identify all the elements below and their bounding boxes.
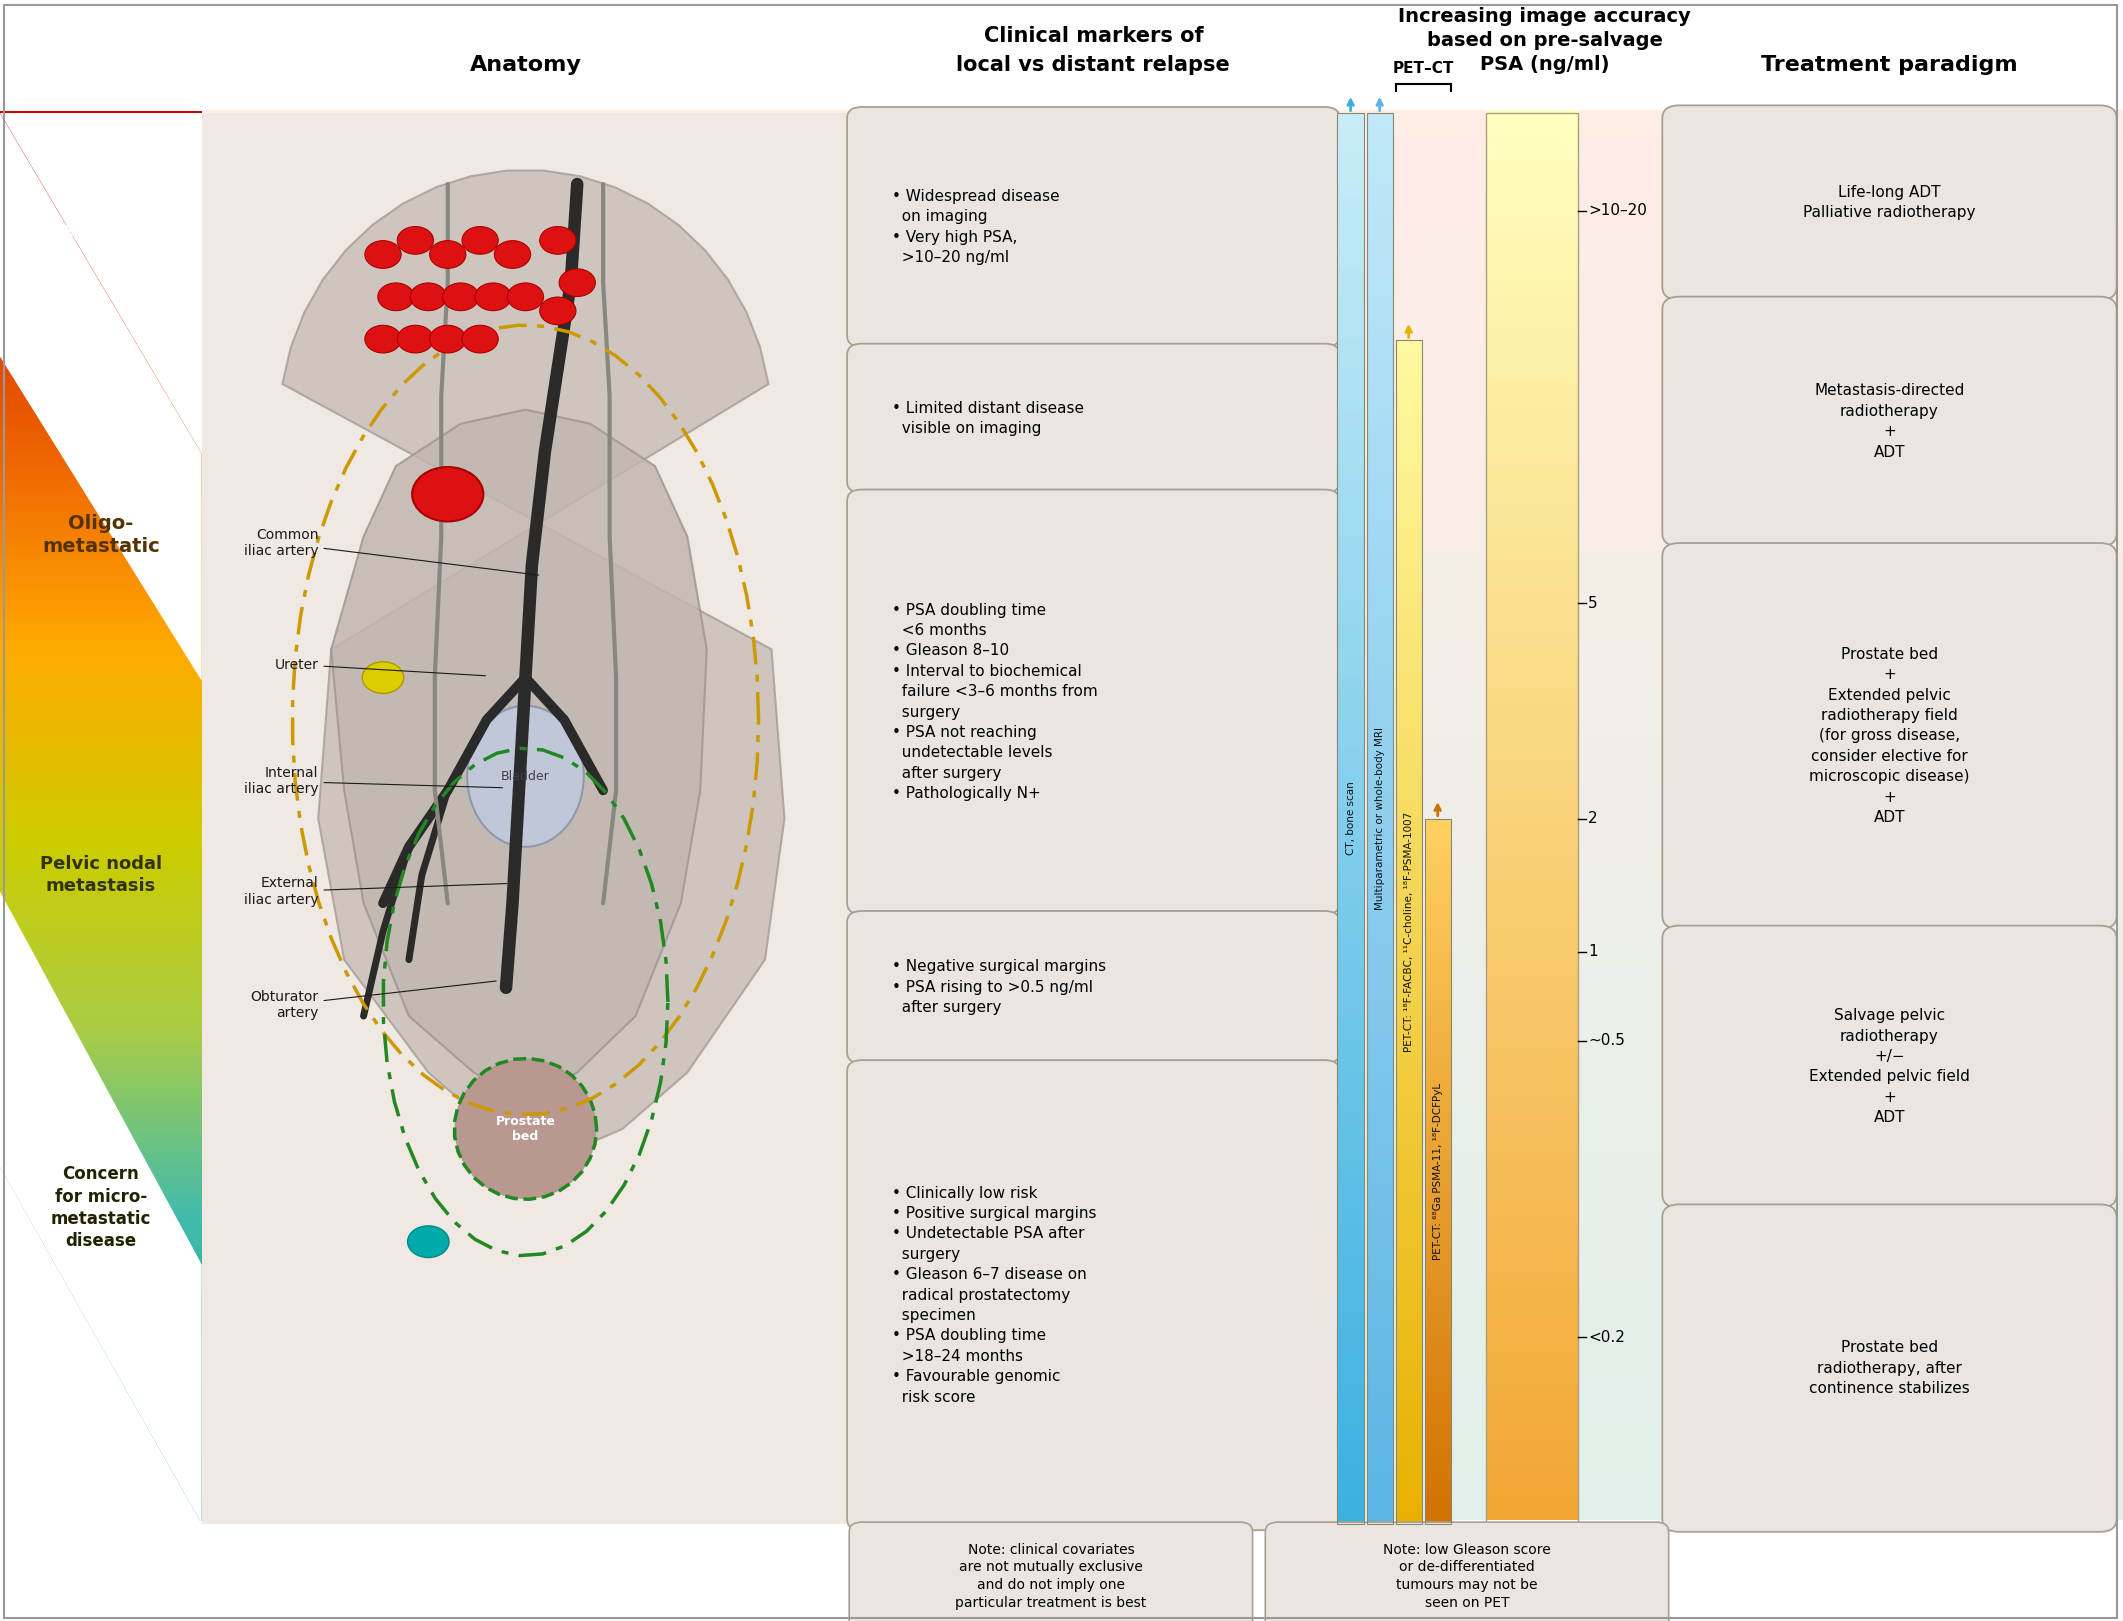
FancyBboxPatch shape <box>1265 1522 1669 1621</box>
Bar <box>1337 113 1363 1524</box>
Circle shape <box>412 467 484 522</box>
Text: Life-long ADT
Palliative radiotherapy: Life-long ADT Palliative radiotherapy <box>1802 185 1977 220</box>
Text: Local: Local <box>72 1485 130 1504</box>
Text: PET–CT: PET–CT <box>1393 60 1454 76</box>
Text: PET-CT: ⁶⁸Ga PSMA-11, ¹⁸F-DCFPyL: PET-CT: ⁶⁸Ga PSMA-11, ¹⁸F-DCFPyL <box>1433 1083 1444 1260</box>
Circle shape <box>397 326 433 353</box>
Text: Salvage pelvic
radiotherapy
+/−
Extended pelvic field
+
ADT: Salvage pelvic radiotherapy +/− Extended… <box>1809 1008 1970 1125</box>
Text: Concern
for micro-
metastatic
disease: Concern for micro- metastatic disease <box>51 1165 151 1250</box>
Text: Obturator
artery: Obturator artery <box>251 981 497 1020</box>
Text: CT, bone scan: CT, bone scan <box>1346 781 1357 856</box>
Text: Note: low Gleason score
or de-differentiated
tumours may not be
seen on PET: Note: low Gleason score or de-differenti… <box>1382 1543 1552 1610</box>
FancyBboxPatch shape <box>847 344 1340 493</box>
Ellipse shape <box>467 705 584 846</box>
Text: • PSA doubling time
  <6 months
• Gleason 8–10
• Interval to biochemical
  failu: • PSA doubling time <6 months • Gleason … <box>892 603 1098 801</box>
FancyBboxPatch shape <box>849 1522 1253 1621</box>
Circle shape <box>363 661 403 694</box>
Circle shape <box>442 284 480 311</box>
Polygon shape <box>282 170 786 1157</box>
Circle shape <box>365 326 401 353</box>
FancyBboxPatch shape <box>1662 543 2117 929</box>
FancyBboxPatch shape <box>847 490 1340 914</box>
Text: Treatment paradigm: Treatment paradigm <box>1762 55 2017 75</box>
Text: • Negative surgical margins
• PSA rising to >0.5 ng/ml
  after surgery: • Negative surgical margins • PSA rising… <box>892 960 1106 1015</box>
Text: ~0.5: ~0.5 <box>1588 1033 1626 1049</box>
Text: Oligo-
metastatic: Oligo- metastatic <box>42 514 159 556</box>
Polygon shape <box>454 1059 597 1200</box>
Circle shape <box>507 284 543 311</box>
Circle shape <box>378 284 414 311</box>
Circle shape <box>539 227 575 254</box>
Polygon shape <box>0 1167 202 1524</box>
FancyBboxPatch shape <box>1662 105 2117 300</box>
Text: Clinical markers of: Clinical markers of <box>983 26 1204 45</box>
Polygon shape <box>331 410 707 1101</box>
Circle shape <box>365 240 401 269</box>
Polygon shape <box>0 113 202 681</box>
Polygon shape <box>0 892 202 1524</box>
Circle shape <box>429 326 465 353</box>
Text: Bladder: Bladder <box>501 770 550 783</box>
Text: Prostate bed
radiotherapy, after
continence stabilizes: Prostate bed radiotherapy, after contine… <box>1809 1341 1970 1396</box>
Bar <box>1486 113 1577 1524</box>
Bar <box>1395 340 1422 1524</box>
Text: Prostate
bed: Prostate bed <box>495 1115 556 1143</box>
Text: >10–20: >10–20 <box>1588 203 1647 219</box>
Circle shape <box>429 240 465 269</box>
Circle shape <box>495 240 531 269</box>
FancyBboxPatch shape <box>1662 1204 2117 1532</box>
Text: Prostate bed
+
Extended pelvic
radiotherapy field
(for gross disease,
consider e: Prostate bed + Extended pelvic radiother… <box>1809 647 1970 825</box>
Text: <0.2: <0.2 <box>1588 1329 1626 1345</box>
Circle shape <box>476 284 512 311</box>
Text: PSA (ng/ml): PSA (ng/ml) <box>1480 55 1609 75</box>
FancyBboxPatch shape <box>202 113 849 1524</box>
Text: Metastasis-directed
radiotherapy
+
ADT: Metastasis-directed radiotherapy + ADT <box>1815 383 1964 460</box>
FancyBboxPatch shape <box>847 107 1340 347</box>
Text: Increasing image accuracy: Increasing image accuracy <box>1399 6 1690 26</box>
FancyBboxPatch shape <box>1662 926 2117 1208</box>
Text: Note: clinical covariates
are not mutually exclusive
and do not imply one
partic: Note: clinical covariates are not mutual… <box>955 1543 1146 1610</box>
Text: External
iliac artery: External iliac artery <box>244 877 507 906</box>
Text: 1: 1 <box>1588 943 1599 960</box>
Text: 2: 2 <box>1588 810 1599 827</box>
Circle shape <box>463 326 499 353</box>
Bar <box>1425 819 1450 1524</box>
Text: 5: 5 <box>1588 595 1599 611</box>
Text: Internal
iliac artery: Internal iliac artery <box>244 767 503 796</box>
Text: Ureter: Ureter <box>274 658 486 676</box>
FancyBboxPatch shape <box>847 1060 1340 1530</box>
Circle shape <box>397 227 433 254</box>
Circle shape <box>410 284 446 311</box>
Bar <box>1367 113 1393 1524</box>
Text: • Clinically low risk
• Positive surgical margins
• Undetectable PSA after
  sur: • Clinically low risk • Positive surgica… <box>892 1185 1095 1405</box>
Circle shape <box>558 269 594 297</box>
Text: PET-CT: ¹⁸F-FACBC, ¹¹C-choline, ¹⁸F-PSMA-1007: PET-CT: ¹⁸F-FACBC, ¹¹C-choline, ¹⁸F-PSMA… <box>1403 812 1414 1052</box>
Circle shape <box>463 227 499 254</box>
Text: Widely
metastatic: Widely metastatic <box>42 198 159 240</box>
FancyBboxPatch shape <box>1662 297 2117 546</box>
Text: Common
iliac artery: Common iliac artery <box>244 528 539 575</box>
Polygon shape <box>0 113 202 454</box>
Text: Anatomy: Anatomy <box>469 55 582 75</box>
Circle shape <box>539 297 575 324</box>
Text: • Widespread disease
  on imaging
• Very high PSA,
  >10–20 ng/ml: • Widespread disease on imaging • Very h… <box>892 188 1059 266</box>
Text: local vs distant relapse: local vs distant relapse <box>957 55 1229 75</box>
Text: Multiparametric or whole-body MRI: Multiparametric or whole-body MRI <box>1376 728 1384 909</box>
Text: Pelvic nodal
metastasis: Pelvic nodal metastasis <box>40 856 161 895</box>
FancyBboxPatch shape <box>847 911 1340 1063</box>
Circle shape <box>408 1225 450 1258</box>
Text: • Limited distant disease
  visible on imaging: • Limited distant disease visible on ima… <box>892 400 1083 436</box>
Text: based on pre-salvage: based on pre-salvage <box>1427 31 1662 50</box>
